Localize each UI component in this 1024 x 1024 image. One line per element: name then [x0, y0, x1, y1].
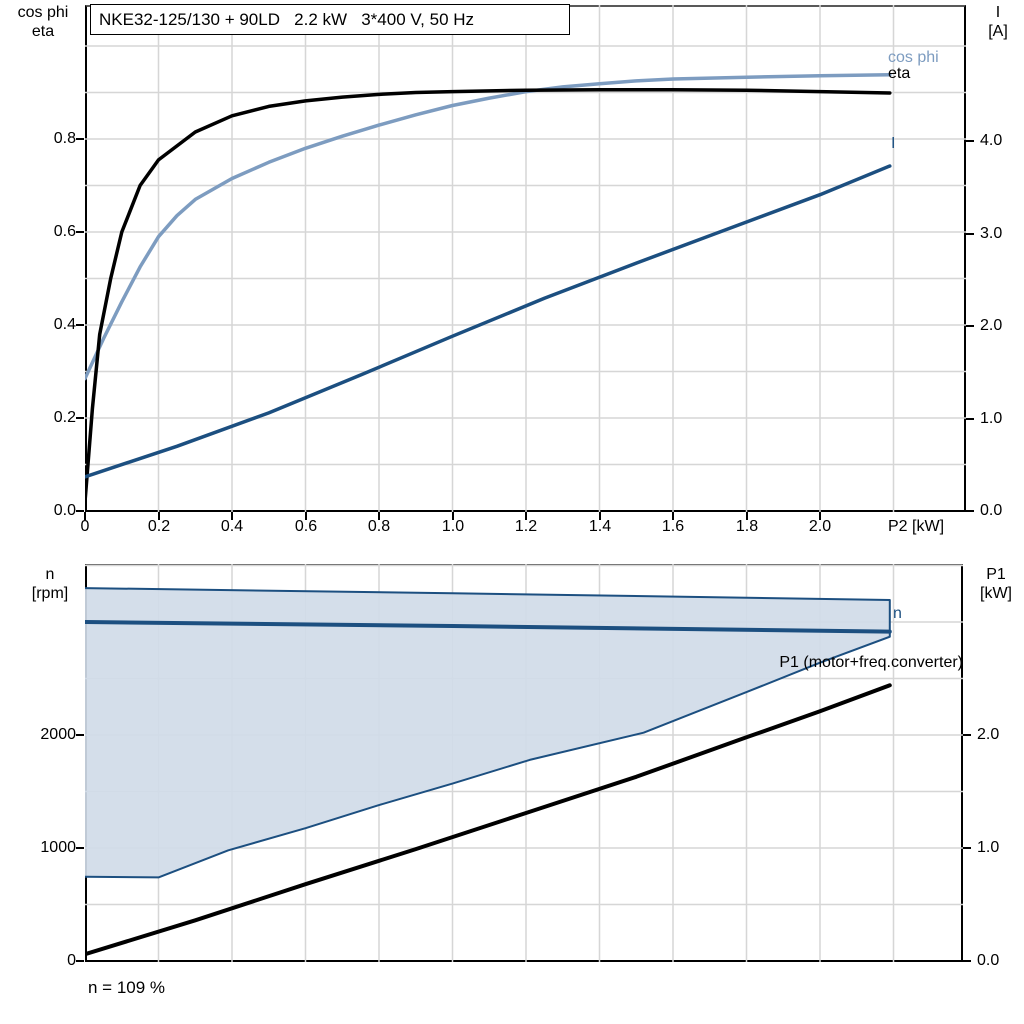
p2-performance-chart — [85, 5, 966, 512]
top-left-tick-label: 0.4 — [53, 316, 76, 333]
legend-eta: eta — [888, 65, 911, 82]
top-x-tick-label: 1.2 — [514, 518, 538, 535]
top-x-tick-mark — [158, 512, 160, 520]
top-left-axis-title-line1: cos phi — [17, 4, 69, 21]
top-x-tick-label: 1.0 — [441, 518, 465, 535]
top-left-tick-mark — [76, 417, 84, 419]
label-n-curve: n — [893, 605, 902, 622]
top-left-tick-label: 0.2 — [53, 409, 76, 426]
bottom-left-tick-label: 1000 — [40, 839, 76, 856]
bottom-left-axis-title-line2: [rpm] — [31, 585, 69, 602]
top-x-axis-title: P2 [kW] — [888, 518, 945, 535]
bottom-right-tick-label: 0.0 — [977, 952, 1000, 969]
top-right-tick-mark — [966, 418, 974, 420]
top-x-tick-mark — [452, 512, 454, 520]
curve-cos-phi — [85, 73, 892, 381]
top-left-tick-label: 0.8 — [53, 130, 76, 147]
top-left-tick-mark — [76, 324, 84, 326]
top-x-tick-mark — [819, 512, 821, 520]
top-left-tick-mark — [76, 138, 84, 140]
bottom-right-tick-mark — [963, 960, 971, 962]
top-left-tick-mark — [76, 231, 84, 233]
legend-cos-phi: cos phi — [888, 49, 939, 66]
bottom-left-axis-title-line1: n — [45, 566, 55, 583]
bottom-right-tick-label: 2.0 — [977, 726, 1000, 743]
chart-title-box: NKE32-125/130 + 90LD 2.2 kW 3*400 V, 50 … — [90, 4, 570, 35]
top-right-tick-label: 3.0 — [980, 225, 1003, 242]
top-right-tick-mark — [966, 233, 974, 235]
speed-power-chart — [85, 564, 963, 962]
bottom-left-tick-mark — [76, 847, 84, 849]
top-right-tick-mark — [966, 325, 974, 327]
top-x-tick-mark — [525, 512, 527, 520]
bottom-left-tick-mark — [76, 960, 84, 962]
top-right-tick-mark — [966, 140, 974, 142]
top-x-tick-label: 0.8 — [367, 518, 391, 535]
top-right-axis-title-line2: [A] — [988, 23, 1008, 40]
speed-percentage-caption: n = 109 % — [88, 978, 166, 997]
label-p1-curve: P1 (motor+freq.converter) — [779, 654, 963, 671]
bottom-right-axis-title-line1: P1 — [986, 566, 1006, 583]
top-right-tick-label: 2.0 — [980, 317, 1003, 334]
top-x-tick-mark — [599, 512, 601, 520]
top-x-tick-mark — [231, 512, 233, 520]
top-left-tick-label: 0.6 — [53, 223, 76, 240]
top-x-tick-label: 0.6 — [294, 518, 318, 535]
bottom-left-tick-mark — [76, 734, 84, 736]
top-right-tick-mark — [966, 510, 974, 512]
curve-n — [85, 620, 892, 634]
top-right-tick-label: 4.0 — [980, 132, 1003, 149]
bottom-left-tick-label: 0 — [67, 952, 76, 969]
speed-band-fill — [85, 588, 890, 878]
top-left-axis-title-line2: eta — [31, 23, 55, 40]
top-x-tick-label: 1.8 — [735, 518, 759, 535]
bottom-left-tick-label: 2000 — [40, 726, 76, 743]
curve-eta — [85, 87, 892, 504]
top-right-tick-label: 0.0 — [980, 502, 1003, 519]
top-x-tick-label: 0.4 — [220, 518, 244, 535]
top-x-tick-label: 0.2 — [147, 518, 171, 535]
speed-band-border — [85, 587, 891, 879]
bottom-right-tick-mark — [963, 847, 971, 849]
bottom-right-tick-label: 1.0 — [977, 839, 1000, 856]
chart-title: NKE32-125/130 + 90LD 2.2 kW 3*400 V, 50 … — [99, 9, 475, 29]
legend-current: I — [891, 135, 896, 152]
bottom-right-axis-title-line2: [kW] — [980, 585, 1012, 602]
top-x-tick-label: 0 — [80, 518, 90, 535]
top-x-tick-label: 1.4 — [588, 518, 612, 535]
top-left-tick-label: 0.0 — [53, 502, 76, 519]
top-left-tick-mark — [76, 510, 84, 512]
top-x-tick-mark — [746, 512, 748, 520]
top-right-axis-title-line1: I — [995, 4, 1001, 21]
top-x-tick-mark — [378, 512, 380, 520]
top-x-tick-label: 2.0 — [808, 518, 832, 535]
bottom-right-tick-mark — [963, 734, 971, 736]
top-x-tick-mark — [84, 512, 86, 520]
curve-P1-motor-freq-converter- — [85, 683, 892, 957]
top-x-tick-mark — [672, 512, 674, 520]
top-x-tick-mark — [305, 512, 307, 520]
top-x-tick-label: 1.6 — [661, 518, 685, 535]
curve-I — [85, 164, 892, 479]
top-right-tick-label: 1.0 — [980, 410, 1003, 427]
